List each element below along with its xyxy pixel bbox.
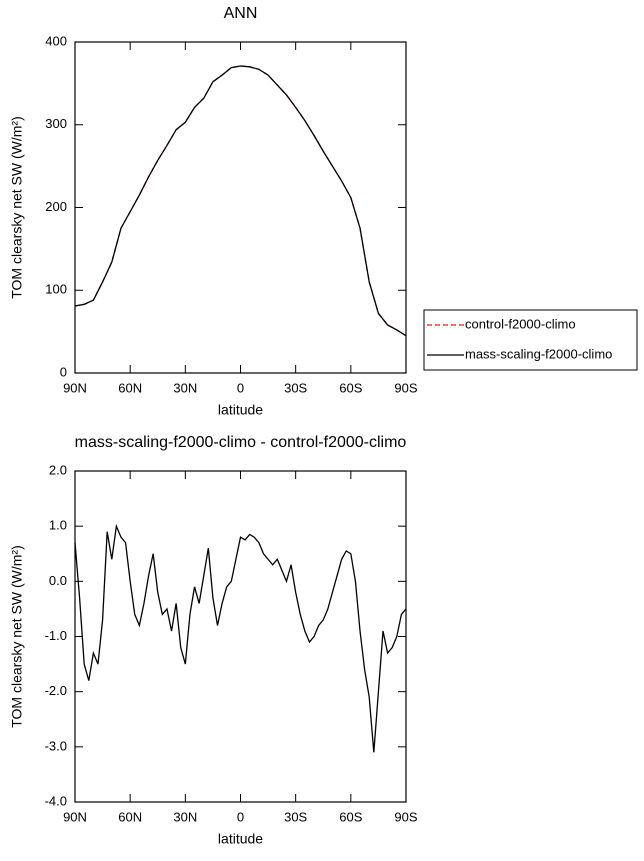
x-tick-label: 90S xyxy=(394,380,417,395)
y-tick-label: 2.0 xyxy=(49,462,67,477)
y-axis-label: TOM clearsky net SW (W/m²) xyxy=(9,116,25,299)
x-tick-label: 60S xyxy=(339,809,362,824)
y-tick-label: -3.0 xyxy=(45,738,67,753)
x-tick-label: 30S xyxy=(284,380,307,395)
plot-frame xyxy=(74,470,407,803)
legend-box xyxy=(423,309,638,371)
plot-frame xyxy=(74,41,407,374)
y-tick-label: 1.0 xyxy=(49,518,67,533)
x-tick-label: 0 xyxy=(237,809,244,824)
data-line xyxy=(74,523,407,753)
x-tick-label: 90S xyxy=(394,809,417,824)
x-axis-label: latitude xyxy=(218,831,263,847)
chart-title: mass-scaling-f2000-climo - control-f2000… xyxy=(75,434,407,451)
x-tick-label: 30N xyxy=(173,380,197,395)
y-tick-label: 300 xyxy=(45,116,67,131)
x-tick-label: 60N xyxy=(118,380,142,395)
y-tick-label: -1.0 xyxy=(45,628,67,643)
x-tick-label: 90N xyxy=(63,380,87,395)
data-line xyxy=(74,65,407,337)
data-line xyxy=(74,65,407,337)
y-tick-label: 0.0 xyxy=(49,573,67,588)
chart-title: ANN xyxy=(224,5,258,22)
y-tick-label: 400 xyxy=(45,33,67,48)
x-tick-label: 0 xyxy=(237,380,244,395)
legend-label: control-f2000-climo xyxy=(465,316,576,331)
x-tick-label: 60S xyxy=(339,380,362,395)
y-tick-label: 100 xyxy=(45,282,67,297)
x-tick-label: 30N xyxy=(173,809,197,824)
x-tick-label: 30S xyxy=(284,809,307,824)
x-axis-label: latitude xyxy=(218,402,263,418)
legend-label: mass-scaling-f2000-climo xyxy=(465,346,612,361)
y-axis-label: TOM clearsky net SW (W/m²) xyxy=(9,545,25,728)
y-tick-label: 0 xyxy=(60,364,67,379)
y-tick-label: -4.0 xyxy=(45,793,67,808)
x-tick-label: 60N xyxy=(118,809,142,824)
y-tick-label: 200 xyxy=(45,199,67,214)
x-tick-label: 90N xyxy=(63,809,87,824)
y-tick-label: -2.0 xyxy=(45,683,67,698)
